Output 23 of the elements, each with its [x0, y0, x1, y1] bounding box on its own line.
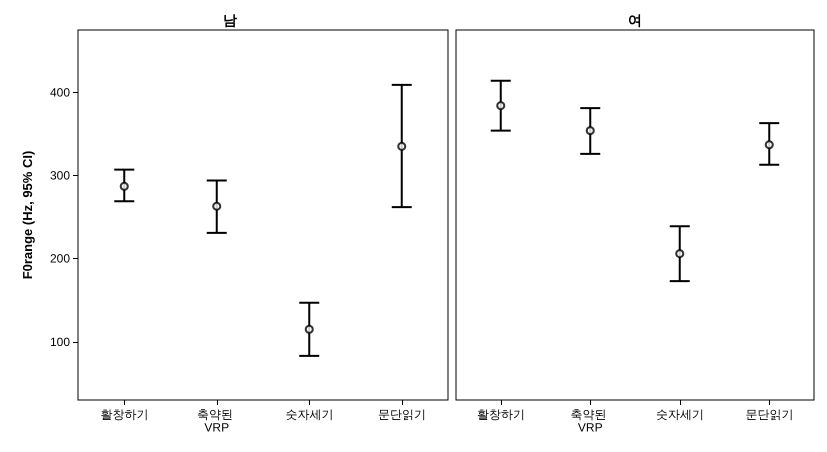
x-tick-label: 축약된 VRP: [197, 408, 236, 434]
y-tick-label: 100: [50, 334, 70, 349]
x-tick-label: 축약된 VRP: [570, 408, 610, 434]
point: [675, 249, 684, 258]
point: [586, 126, 595, 136]
y-tick-label: 300: [50, 168, 70, 183]
chart-title: 여: [628, 12, 642, 28]
y-axis-title: F0range (Hz, 95% CI): [20, 150, 35, 280]
point: [496, 101, 506, 110]
x-tick-label: 숫자세기: [656, 408, 704, 422]
point: [120, 182, 129, 191]
y-tick-label: 200: [50, 252, 70, 266]
x-tick-label: 숫자세기: [285, 408, 334, 422]
point: [764, 140, 774, 150]
point: [304, 324, 314, 334]
point: [397, 142, 406, 151]
x-tick-label: 활창하기: [100, 408, 148, 422]
x-tick-label: 활창하기: [476, 408, 525, 422]
y-tick-label: 400: [50, 85, 70, 100]
chart-title: 남: [223, 12, 237, 28]
x-tick-label: 문단읽기: [378, 408, 426, 422]
point: [212, 202, 222, 211]
x-tick-label: 문단읽기: [745, 408, 794, 422]
